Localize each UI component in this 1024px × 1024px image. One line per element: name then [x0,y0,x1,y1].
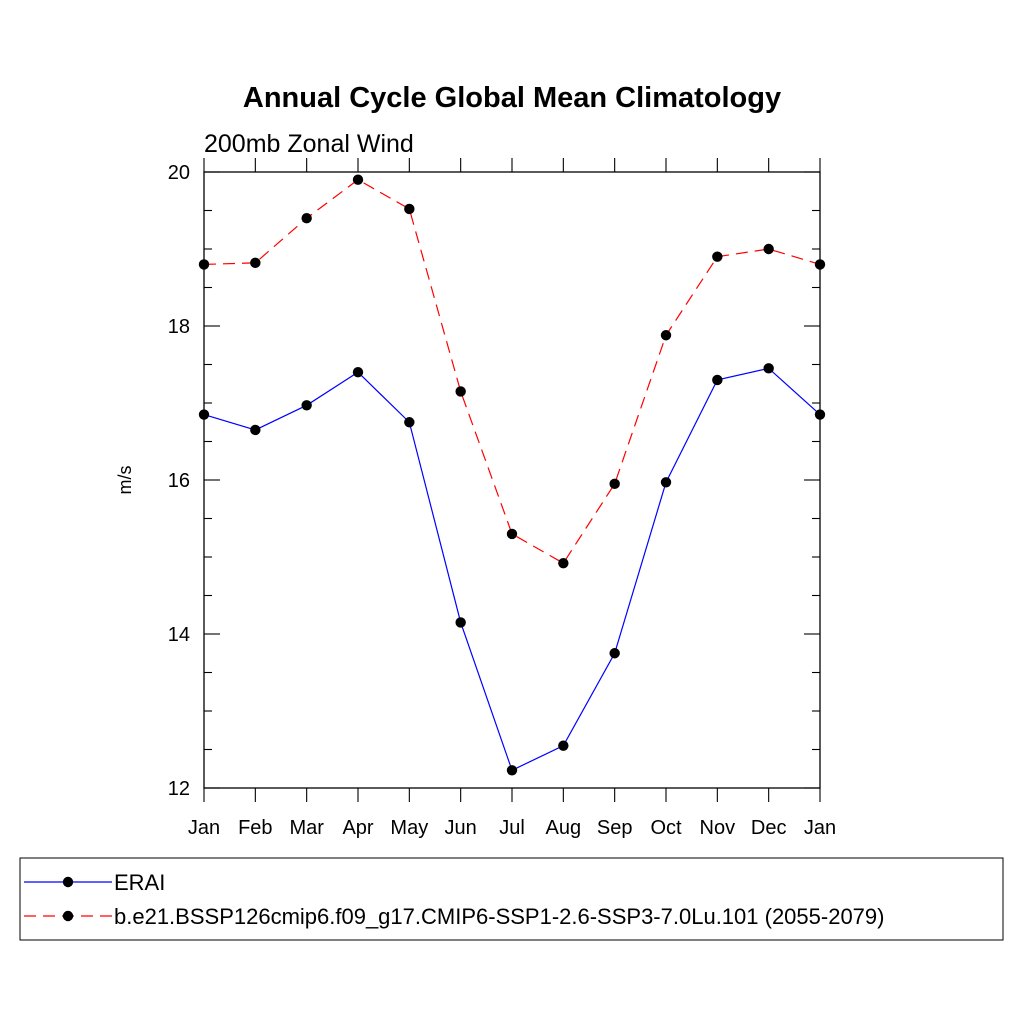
series-2 [198,174,826,569]
data-point [763,363,774,374]
series-1 [198,363,826,776]
x-tick-label: Mar [289,817,324,839]
x-tick-label: Apr [342,817,373,839]
x-tick-label: Sep [597,817,633,839]
data-point [814,409,826,420]
data-point [455,386,466,397]
data-point [558,557,569,569]
data-point [301,400,312,411]
legend-marker [62,876,74,888]
data-point [609,478,620,490]
x-tick-label: Aug [546,817,582,839]
plot-frame [203,171,821,789]
data-point [250,424,261,436]
data-point [712,374,723,386]
x-tick-label: Oct [650,817,682,839]
x-tick-label: Nov [700,817,736,839]
chart-title: Annual Cycle Global Mean Climatology [243,82,781,114]
y-axis-label: m/s [115,466,135,495]
data-point [763,243,774,255]
data-point [404,417,415,428]
data-point [352,367,364,378]
legend-marker [62,910,74,922]
x-tick-label: Jul [499,817,525,839]
data-point [558,740,569,751]
y-tick-label: 20 [168,162,190,184]
legend-label: ERAI [114,870,165,895]
x-tick-label: Jun [445,817,477,839]
data-point [198,259,210,270]
series-line [203,178,821,564]
legend: ERAI b.e21.BSSP126cmip6.f09_g17.CMIP6-SSP… [19,857,1004,941]
x-tick-label: Jan [804,817,836,839]
data-point [301,213,312,224]
plot-border [203,171,821,789]
y-tick-label: 14 [168,624,190,646]
legend-box [19,857,1004,941]
axis-ticks [203,158,821,802]
data-point [660,477,672,488]
chart-subtitle: 200mb Zonal Wind [204,130,414,158]
data-point [455,617,466,628]
data-point [198,409,210,420]
x-tick-label: Dec [751,817,787,839]
data-point [404,203,415,215]
data-point [814,259,826,270]
y-tick-label: 16 [168,470,190,492]
y-tick-label: 12 [168,778,190,800]
tick-labels: Jan Feb Mar Apr May Jun Jul Aug Sep Oct Nov Dec Jan 1… [168,162,836,839]
x-tick-label: May [390,817,428,839]
data-point [352,174,364,185]
y-tick-label: 18 [168,316,190,338]
data-point [250,257,261,269]
x-tick-label: Jan [188,817,220,839]
data-point [506,528,518,540]
series-line [203,367,821,772]
data-point [506,765,518,776]
legend-label: b.e21.BSSP126cmip6.f09_g17.CMIP6-SSP1-2.… [114,904,884,929]
data-point [660,330,672,341]
x-tick-label: Feb [238,817,272,839]
data-point [609,648,620,659]
series-layer [198,174,826,776]
data-point [712,251,723,262]
